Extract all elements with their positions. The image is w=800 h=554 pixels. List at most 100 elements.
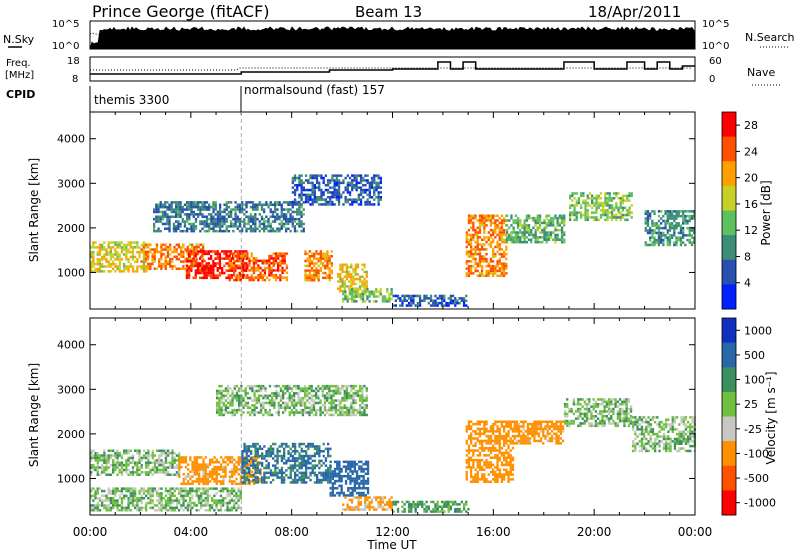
power-cell — [227, 201, 231, 204]
power-cell — [175, 229, 178, 233]
velocity-cell — [224, 475, 227, 478]
velocity-cell — [432, 510, 435, 513]
velocity-cell — [467, 507, 470, 511]
power-cell — [688, 214, 691, 218]
power-cell — [109, 262, 113, 266]
velocity-cell — [123, 451, 126, 455]
power-cell — [201, 252, 204, 256]
velocity-cell — [366, 470, 370, 473]
cpid-label: CPID — [6, 88, 35, 101]
power-cell — [569, 197, 572, 200]
power-cell — [436, 301, 439, 305]
power-cell — [630, 194, 633, 198]
power-cell — [662, 238, 665, 242]
velocity-cell — [254, 466, 257, 470]
power-cell — [293, 193, 297, 197]
power-cell — [221, 222, 224, 226]
velocity-cell — [407, 500, 411, 504]
power-cell — [606, 197, 609, 200]
power-cell — [505, 245, 508, 249]
power-cell — [125, 246, 128, 249]
power-cell — [514, 238, 517, 241]
power-cell — [489, 272, 493, 275]
power-cell — [593, 204, 596, 207]
velocity-cell — [92, 463, 95, 467]
power-cell — [196, 264, 200, 268]
velocity-cell — [120, 466, 124, 469]
velocity-cell — [370, 498, 373, 502]
velocity-cell — [327, 481, 330, 484]
power-cell — [245, 205, 248, 209]
velocity-cell — [202, 473, 205, 476]
power-cell — [352, 275, 355, 278]
velocity-cell — [180, 458, 183, 462]
velocity-cell — [158, 463, 161, 467]
velocity-cell — [138, 451, 141, 455]
velocity-cell — [167, 471, 170, 474]
power-cell — [129, 241, 132, 244]
power-cell — [256, 227, 259, 230]
velocity-cell — [401, 505, 404, 508]
power-colorbar-swatch — [722, 235, 736, 261]
power-cell — [386, 290, 389, 293]
velocity-cell — [228, 480, 232, 483]
power-cell — [248, 264, 251, 267]
power-cell — [377, 186, 380, 189]
velocity-cell — [298, 464, 301, 467]
power-cell — [279, 276, 282, 279]
power-cell — [646, 214, 650, 218]
velocity-cell — [311, 445, 314, 448]
power-cell — [666, 231, 669, 235]
velocity-cell — [390, 501, 393, 504]
power-cell — [270, 257, 273, 260]
velocity-cell — [509, 427, 512, 431]
velocity-cell — [476, 461, 479, 464]
velocity-cell — [193, 465, 196, 469]
power-cell — [159, 229, 162, 233]
velocity-cell — [467, 427, 471, 431]
velocity-cell — [524, 434, 527, 438]
velocity-cell — [500, 420, 504, 423]
velocity-cell — [496, 437, 499, 440]
velocity-cell — [509, 439, 512, 443]
velocity-cell — [476, 449, 479, 452]
velocity-cell — [222, 475, 225, 478]
power-cell — [168, 203, 171, 206]
power-cell — [500, 238, 504, 241]
power-cell — [373, 198, 376, 201]
velocity-cell — [462, 507, 466, 511]
power-cell — [686, 214, 689, 218]
power-cell — [207, 250, 211, 253]
power-cell — [248, 262, 251, 265]
velocity-cell — [476, 454, 479, 457]
power-cell — [181, 210, 184, 214]
velocity-cell — [307, 476, 310, 479]
power-cell — [112, 262, 115, 266]
velocity-cell — [474, 458, 477, 462]
power-cell — [287, 208, 290, 211]
power-cell — [478, 221, 482, 225]
velocity-cell — [300, 442, 303, 446]
nsky-trace — [89, 26, 696, 50]
power-cell — [272, 262, 275, 265]
power-cell — [144, 243, 148, 246]
velocity-cell — [481, 473, 484, 476]
velocity-cell — [283, 476, 286, 479]
power-cell — [348, 198, 352, 201]
power-cell — [170, 208, 173, 211]
velocity-cell — [418, 500, 422, 504]
power-cell — [350, 277, 353, 281]
power-cell — [192, 201, 195, 204]
power-cell — [149, 262, 152, 266]
velocity-cell — [160, 449, 163, 452]
velocity-cell — [489, 480, 493, 483]
velocity-cell — [489, 466, 493, 469]
power-cell — [508, 219, 511, 222]
power-cell — [530, 233, 533, 237]
power-cell — [342, 191, 345, 194]
velocity-cell — [476, 437, 479, 440]
power-cell — [584, 204, 587, 207]
velocity-cell — [239, 482, 243, 486]
power-cell — [604, 199, 607, 202]
power-cell — [182, 260, 185, 263]
